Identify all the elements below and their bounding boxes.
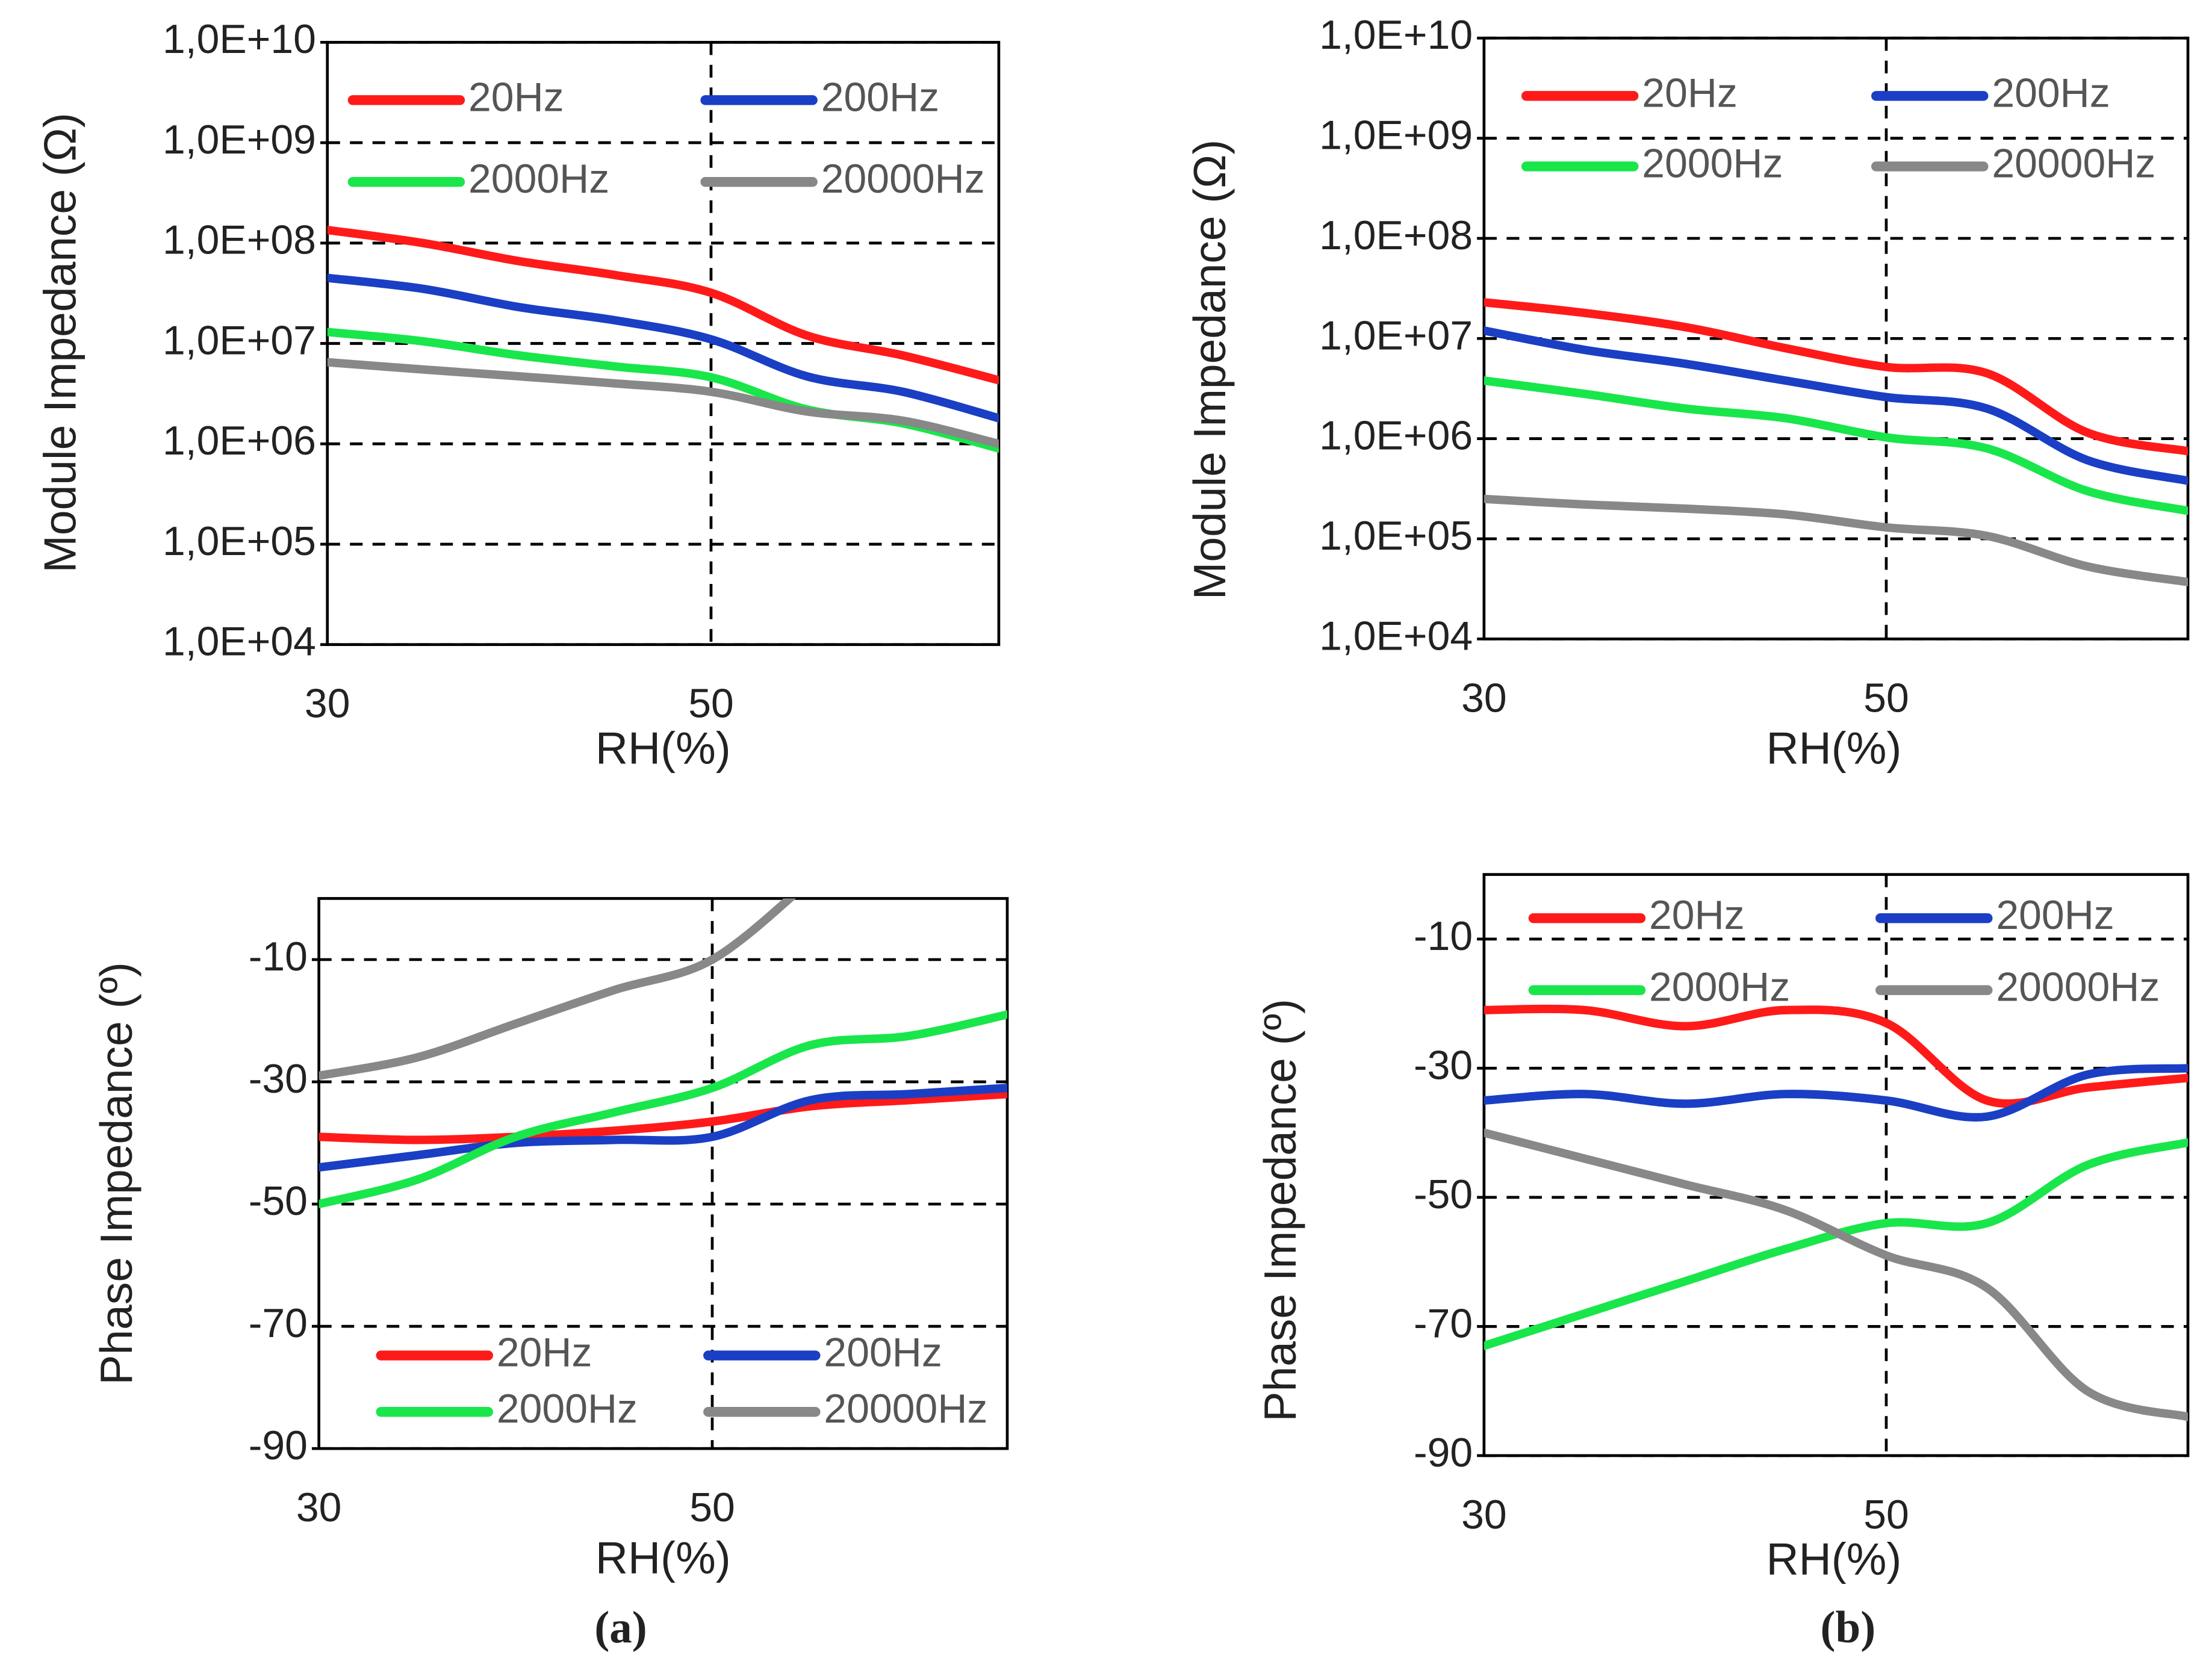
y-tick-label: 1,0E+04: [163, 619, 316, 665]
chart: 1,0E+04 1,0E+05 1,0E+06 1,0E+07 1,0E+08 1,0E+…: [1184, 12, 2190, 774]
series-line: [318, 1090, 1007, 1144]
y-tick-label: 1,0E+08: [163, 217, 316, 263]
y-tick-label: -90: [249, 1423, 308, 1468]
y-tick-label: -90: [1414, 1430, 1473, 1476]
y-tick-label: 1,0E+06: [163, 418, 316, 464]
y-tick-label: -30: [249, 1056, 308, 1102]
legend-label: 20000Hz: [821, 156, 985, 202]
legend-label: 200Hz: [821, 74, 939, 120]
legend-label: 20Hz: [468, 74, 564, 120]
y-tick-label: -70: [1414, 1300, 1473, 1346]
series-line: [1483, 376, 2189, 515]
y-axis-label: Phase Impedance (º): [91, 962, 141, 1385]
series-line: [1483, 1128, 2189, 1421]
plot-frame: [1482, 873, 2190, 1457]
legend-label: 200Hz: [1992, 70, 2110, 116]
x-tick-label: 30: [1461, 1492, 1507, 1538]
x-tick-label: 30: [305, 681, 350, 727]
chart: 1,0E+04 1,0E+05 1,0E+06 1,0E+07 1,0E+08 1,0E+…: [34, 16, 1001, 774]
y-tick-label: -50: [1414, 1172, 1473, 1217]
y-tick-label: 1,0E+09: [1319, 113, 1473, 158]
legend-label: 2000Hz: [497, 1386, 638, 1432]
series-line: [327, 358, 999, 449]
plot-frame: [326, 40, 1001, 647]
y-tick-label: 1,0E+07: [163, 317, 316, 363]
y-axis-label: Module Impedance (Ω): [34, 113, 85, 573]
x-tick-label: 50: [689, 1485, 735, 1530]
plot-frame: [317, 897, 1009, 1450]
x-tick-label: 50: [688, 681, 734, 727]
y-tick-label: 1,0E+10: [163, 16, 316, 62]
legend-label: 20Hz: [1642, 70, 1738, 116]
series-line: [318, 1010, 1007, 1209]
x-axis-label: RH(%): [595, 723, 731, 774]
x-axis-label: RH(%): [1766, 723, 1902, 774]
y-tick-label: -50: [249, 1178, 308, 1224]
legend-label: 2000Hz: [468, 156, 609, 202]
series-line: [318, 898, 797, 1080]
y-tick-label: 1,0E+08: [1319, 213, 1473, 258]
series-line: [327, 273, 999, 423]
y-axis-label: Phase Impedance (º): [1255, 999, 1305, 1421]
y-tick-label: -10: [249, 934, 308, 979]
y-tick-label: 1,0E+07: [1319, 312, 1473, 358]
y-tick-label: 1,0E+04: [1319, 613, 1473, 659]
legend-label: 20000Hz: [824, 1386, 987, 1432]
legend-label: 200Hz: [1996, 892, 2114, 938]
y-tick-label: -30: [1414, 1042, 1473, 1088]
panel-label: (b): [1821, 1603, 1876, 1653]
legend-label: 20000Hz: [1996, 964, 2160, 1010]
y-tick-label: 1,0E+05: [163, 518, 316, 564]
legend-label: 20Hz: [1649, 892, 1745, 938]
series-line: [1483, 1138, 2189, 1350]
series-line: [1483, 494, 2189, 586]
x-axis-label: RH(%): [595, 1532, 731, 1583]
legend-label: 20000Hz: [1992, 140, 2155, 186]
legend-label: 2000Hz: [1649, 964, 1790, 1010]
y-tick-label: 1,0E+10: [1319, 12, 1473, 58]
x-tick-label: 50: [1863, 675, 1909, 721]
legend-label: 200Hz: [824, 1329, 942, 1375]
y-axis-label: Module Impedance (Ω): [1184, 140, 1235, 600]
y-tick-label: -10: [1414, 913, 1473, 959]
panel-label: (a): [594, 1603, 647, 1653]
series-line: [1483, 298, 2189, 456]
legend-label: 2000Hz: [1642, 140, 1783, 186]
series-line: [318, 1084, 1007, 1172]
legend-label: 20Hz: [497, 1329, 592, 1375]
x-tick-label: 50: [1863, 1492, 1909, 1538]
series-line: [1483, 326, 2189, 485]
plot-frame: [1482, 36, 2190, 641]
x-tick-label: 30: [1461, 675, 1507, 721]
series-line: [1483, 1064, 2189, 1122]
series-line: [327, 226, 999, 385]
series-line: [1483, 1004, 2189, 1108]
x-axis-label: RH(%): [1766, 1534, 1902, 1585]
y-tick-label: 1,0E+09: [163, 117, 316, 163]
x-tick-label: 30: [296, 1485, 342, 1530]
y-tick-label: 1,0E+06: [1319, 413, 1473, 459]
y-tick-label: -70: [249, 1300, 308, 1346]
y-tick-label: 1,0E+05: [1319, 513, 1473, 559]
